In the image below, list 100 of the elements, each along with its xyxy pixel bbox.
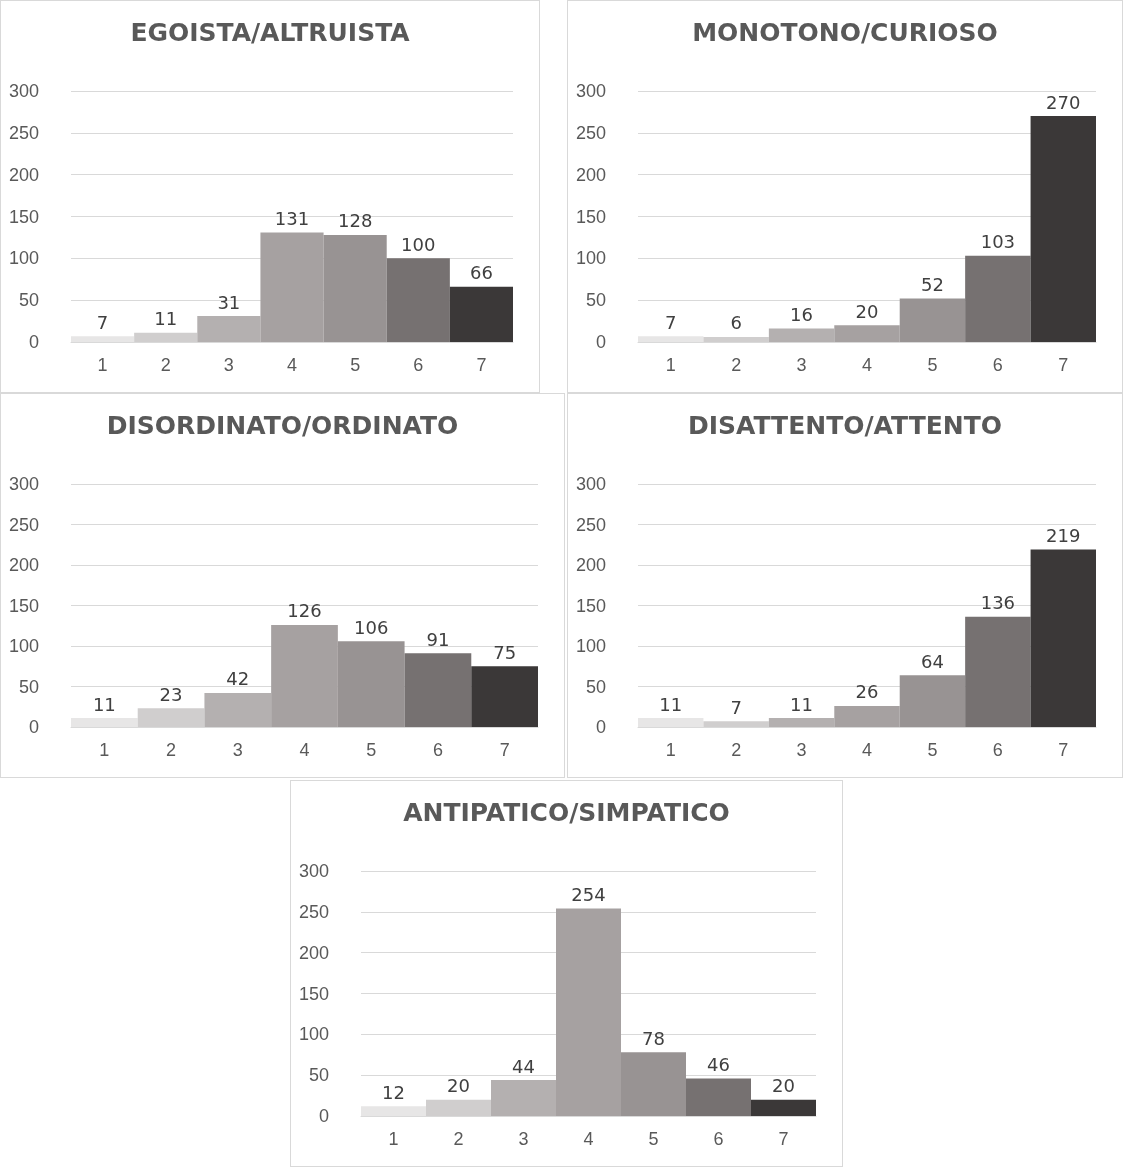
x-tick-label: 6 bbox=[413, 355, 424, 375]
y-tick-label: 300 bbox=[8, 474, 39, 494]
x-tick-label: 3 bbox=[796, 740, 807, 760]
y-tick-label: 300 bbox=[298, 861, 329, 881]
x-tick-label: 5 bbox=[350, 355, 361, 375]
y-tick-label: 200 bbox=[575, 164, 606, 185]
y-tick-label: 100 bbox=[575, 248, 606, 269]
data-label: 136 bbox=[980, 592, 1016, 614]
x-tick-label: 1 bbox=[97, 355, 108, 375]
x-tick-label: 4 bbox=[861, 740, 873, 760]
bar bbox=[1030, 116, 1096, 342]
data-label: 75 bbox=[493, 641, 517, 663]
y-tick-label: 200 bbox=[8, 555, 39, 575]
y-tick-label: 50 bbox=[18, 290, 39, 311]
data-label: 106 bbox=[354, 616, 389, 638]
y-tick-label: 200 bbox=[298, 942, 329, 963]
data-label: 46 bbox=[707, 1053, 730, 1075]
x-tick-label: 1 bbox=[388, 1129, 399, 1149]
y-tick-label: 150 bbox=[298, 983, 329, 1004]
x-tick-label: 3 bbox=[223, 355, 234, 375]
bar bbox=[71, 336, 135, 342]
data-label: 126 bbox=[287, 600, 322, 622]
bar bbox=[323, 234, 387, 342]
data-label: 64 bbox=[920, 650, 944, 672]
y-tick-label: 250 bbox=[8, 514, 39, 535]
chart-title: DISORDINATO/ORDINATO bbox=[106, 411, 459, 440]
bar bbox=[768, 328, 835, 342]
x-tick-label: 7 bbox=[476, 355, 487, 375]
x-tick-label: 4 bbox=[286, 355, 298, 375]
bar bbox=[449, 286, 513, 342]
bar bbox=[965, 255, 1031, 342]
data-label: 11 bbox=[92, 693, 116, 715]
bar bbox=[686, 1078, 751, 1116]
bar bbox=[471, 666, 538, 727]
x-tick-label: 3 bbox=[232, 740, 243, 760]
bar bbox=[361, 1106, 426, 1116]
bar bbox=[386, 258, 450, 342]
chart-title: DISATTENTO/ATTENTO bbox=[688, 411, 1002, 440]
data-label: 12 bbox=[382, 1081, 405, 1103]
y-tick-label: 0 bbox=[595, 717, 606, 737]
data-label: 103 bbox=[980, 231, 1016, 253]
x-tick-label: 7 bbox=[499, 740, 510, 760]
chart-title: EGOISTA/ALTRUISTA bbox=[130, 18, 411, 47]
bar bbox=[751, 1099, 816, 1116]
bar bbox=[638, 336, 704, 342]
x-tick-label: 2 bbox=[166, 740, 177, 760]
y-tick-label: 150 bbox=[575, 595, 606, 616]
x-tick-label: 5 bbox=[927, 355, 938, 375]
x-tick-label: 7 bbox=[1058, 355, 1069, 375]
data-label: 11 bbox=[154, 308, 178, 330]
data-label: 6 bbox=[730, 312, 742, 334]
data-label: 270 bbox=[1046, 91, 1081, 113]
y-tick-label: 0 bbox=[28, 332, 39, 352]
data-label: 7 bbox=[730, 696, 742, 718]
x-tick-label: 4 bbox=[299, 740, 310, 760]
y-tick-label: 250 bbox=[575, 122, 606, 143]
y-tick-label: 300 bbox=[575, 474, 606, 494]
x-tick-label: 5 bbox=[927, 740, 938, 760]
y-tick-label: 300 bbox=[8, 81, 39, 101]
y-tick-label: 50 bbox=[308, 1065, 329, 1086]
x-tick-label: 4 bbox=[583, 1129, 594, 1149]
data-label: 66 bbox=[469, 262, 493, 284]
y-tick-label: 150 bbox=[8, 206, 39, 227]
data-label: 26 bbox=[855, 681, 879, 703]
bar bbox=[260, 232, 324, 342]
data-label: 52 bbox=[920, 273, 944, 295]
bar bbox=[621, 1052, 686, 1116]
chart-title: MONOTONO/CURIOSO bbox=[692, 18, 998, 47]
data-label: 11 bbox=[659, 693, 683, 715]
data-label: 78 bbox=[642, 1027, 665, 1049]
x-tick-label: 7 bbox=[1058, 740, 1069, 760]
y-tick-label: 100 bbox=[8, 248, 39, 269]
bar bbox=[404, 653, 472, 727]
data-label: 44 bbox=[512, 1055, 535, 1077]
bar bbox=[834, 705, 900, 727]
bar bbox=[491, 1080, 556, 1116]
data-label: 7 bbox=[664, 311, 677, 333]
y-tick-label: 300 bbox=[575, 81, 606, 101]
data-label: 20 bbox=[447, 1075, 470, 1097]
x-tick-label: 1 bbox=[665, 355, 676, 375]
x-tick-label: 1 bbox=[99, 740, 110, 760]
bar bbox=[197, 316, 261, 342]
y-tick-label: 50 bbox=[585, 676, 606, 697]
bar bbox=[204, 692, 272, 727]
bar bbox=[834, 325, 900, 342]
y-tick-label: 150 bbox=[8, 595, 39, 616]
y-tick-label: 0 bbox=[318, 1106, 329, 1126]
bar bbox=[899, 298, 966, 342]
bar bbox=[271, 624, 338, 727]
data-label: 42 bbox=[226, 668, 250, 690]
data-label: 20 bbox=[772, 1075, 795, 1097]
x-tick-label: 4 bbox=[861, 355, 873, 375]
y-tick-label: 250 bbox=[575, 514, 606, 535]
data-label: 131 bbox=[274, 207, 310, 229]
bar bbox=[638, 718, 704, 727]
bar bbox=[337, 641, 405, 727]
bar bbox=[899, 675, 966, 727]
data-label: 91 bbox=[426, 628, 450, 650]
bar bbox=[556, 908, 621, 1116]
chart-title: ANTIPATICO/SIMPATICO bbox=[403, 798, 730, 827]
